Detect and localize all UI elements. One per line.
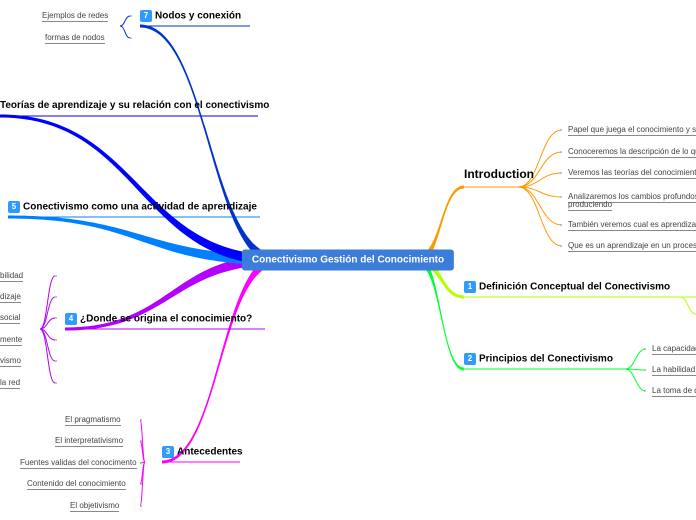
leaf-item[interactable]: dizaje <box>0 292 21 303</box>
leaf-item[interactable]: la red <box>0 378 20 389</box>
leaf-item[interactable]: social <box>0 313 20 324</box>
branch-donde[interactable]: 4¿Donde se origina el conocimiento? <box>65 313 252 325</box>
branch-act[interactable]: 5Conectivismo como una actividad de apre… <box>8 201 257 213</box>
leaf-item[interactable]: Ejemplos de redes <box>42 11 108 22</box>
branch-number: 4 <box>65 313 77 325</box>
branch-number: 3 <box>162 446 174 458</box>
branch-label-text: Definición Conceptual del Conectivismo <box>479 282 670 293</box>
branch-number: 5 <box>8 201 20 213</box>
branch-ant[interactable]: 3Antecedentes <box>162 446 243 458</box>
leaf-item[interactable]: Veremos las teorías del conocimiento <box>568 168 696 179</box>
central-topic[interactable]: Conectivismo Gestión del Conocimiento <box>242 250 454 271</box>
leaf-item[interactable]: También veremos cual es aprendizaje info… <box>568 220 696 231</box>
branch-label-text: ¿Donde se origina el conocimiento? <box>80 314 252 325</box>
leaf-item[interactable]: La capacidad de s <box>652 344 696 355</box>
branch-number: 7 <box>140 10 152 22</box>
leaf-item[interactable]: vismo <box>0 356 21 367</box>
leaf-item[interactable]: mente <box>0 335 22 346</box>
branch-number: 2 <box>464 353 476 365</box>
branch-label-text: Nodos y conexión <box>155 11 241 22</box>
leaf-item[interactable]: El pragmatismo <box>65 415 121 426</box>
leaf-item[interactable]: produciendo <box>568 200 612 211</box>
branch-label-text: Antecedentes <box>177 447 243 458</box>
leaf-item[interactable]: El objetivismo <box>70 501 119 512</box>
leaf-item[interactable]: La toma de decisi <box>652 386 696 397</box>
branch-def[interactable]: 1Definición Conceptual del Conectivismo <box>464 281 670 293</box>
branch-label-text: Conectivismo como una actividad de apren… <box>23 202 257 213</box>
branch-intro[interactable]: Introduction <box>464 167 534 181</box>
branch-prin[interactable]: 2Principios del Conectivismo <box>464 353 613 365</box>
branch-label-text: Principios del Conectivismo <box>479 354 613 365</box>
branch-teo[interactable]: Teorías de aprendizaje y su relación con… <box>0 100 269 111</box>
leaf-item[interactable]: bilidad <box>0 271 23 282</box>
branch-label-text: Teorías de aprendizaje y su relación con… <box>0 100 269 111</box>
leaf-item[interactable]: La habilidad para <box>652 365 696 376</box>
leaf-item[interactable]: El interpretativismo <box>55 436 123 447</box>
leaf-item[interactable]: Conoceremos la descripción de lo que es … <box>568 147 696 158</box>
leaf-item[interactable]: Papel que juega el conocimiento y su ges… <box>568 125 696 136</box>
branch-label-text: Introduction <box>464 167 534 181</box>
leaf-item[interactable]: Contenido del conocimiento <box>27 479 126 490</box>
leaf-item[interactable]: formas de nodos <box>45 33 105 44</box>
leaf-item[interactable]: Fuentes validas del conocimento <box>20 458 137 469</box>
branch-number: 1 <box>464 281 476 293</box>
leaf-item[interactable]: Que es un aprendizaje en un proceso cont… <box>568 241 696 252</box>
branch-nodos[interactable]: 7Nodos y conexión <box>140 10 241 22</box>
